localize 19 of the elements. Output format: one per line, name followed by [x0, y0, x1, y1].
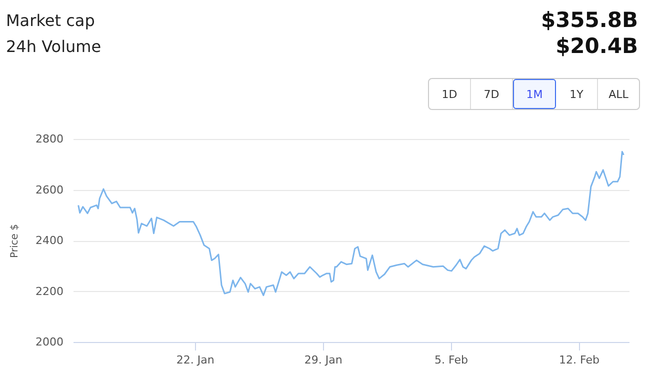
- x-tick-label: 29. Jan: [304, 354, 342, 366]
- text: ALL: [608, 86, 630, 102]
- text: $355.8B: [540, 8, 638, 32]
- y-tick-label: 2000: [36, 336, 64, 348]
- text: 7D: [471, 79, 513, 109]
- y-tick-label: 2600: [36, 183, 64, 196]
- text: Market cap: [6, 11, 95, 30]
- text: 1D: [429, 79, 471, 109]
- text: 24h Volume: [6, 37, 102, 56]
- x-tick-label: 5. Feb: [434, 354, 468, 366]
- y-axis-title: Price $: [10, 224, 21, 258]
- y-tick-label: 2800: [36, 132, 64, 146]
- x-tick-label: 12. Feb: [558, 354, 600, 366]
- y-tick-label: 2400: [36, 234, 64, 247]
- y-tick-label: 2200: [36, 284, 64, 298]
- x-tick-label: 22. Jan: [176, 354, 214, 366]
- text: 1Y: [556, 79, 598, 109]
- text: 1M: [513, 79, 556, 109]
- text: $20.4B: [556, 34, 638, 58]
